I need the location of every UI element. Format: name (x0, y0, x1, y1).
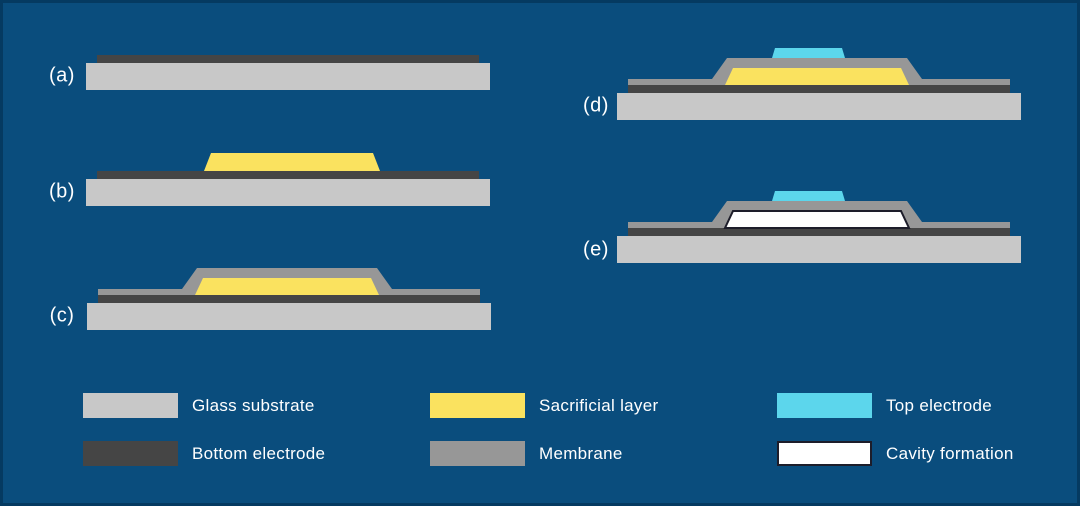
glass-substrate-shape (617, 93, 1021, 120)
legend-label-membrane: Membrane (539, 443, 623, 463)
legend-swatch-glass-substrate (83, 393, 178, 418)
glass-substrate-shape (617, 236, 1021, 263)
bottom-electrode-shape (628, 85, 1010, 93)
sacrificial-layer-shape (204, 153, 380, 171)
step-diagram-c (87, 268, 491, 330)
step-diagram-d (617, 48, 1021, 120)
sacrificial-layer-shape (725, 68, 909, 85)
legend-label-bottom-electrode: Bottom electrode (192, 443, 326, 463)
top-electrode-shape (772, 48, 845, 58)
legend-swatch-cavity-formation (777, 441, 872, 466)
step-diagram-e (617, 191, 1021, 263)
legend-label-cavity-formation: Cavity formation (886, 443, 1014, 463)
step-diagram-b (86, 153, 490, 206)
top-electrode-shape (772, 191, 845, 201)
legend-item-sacrificial-layer: Sacrificial layer (430, 393, 658, 418)
legend-swatch-bottom-electrode (83, 441, 178, 466)
bottom-electrode-shape (628, 228, 1010, 236)
legend-label-sacrificial-layer: Sacrificial layer (539, 395, 659, 415)
legend-item-top-electrode: Top electrode (777, 393, 992, 418)
legend-item-glass-substrate: Glass substrate (83, 393, 315, 418)
legend-swatch-membrane (430, 441, 525, 466)
legend-label-top-electrode: Top electrode (886, 395, 992, 415)
legend-swatch-top-electrode (777, 393, 872, 418)
step-label-a: (a) (49, 64, 75, 87)
glass-substrate-shape (87, 303, 491, 330)
bottom-electrode-shape (98, 295, 480, 303)
legend-swatch-sacrificial-layer (430, 393, 525, 418)
glass-substrate-shape (86, 179, 490, 206)
step-diagram-a (86, 55, 490, 90)
bottom-electrode-shape (97, 55, 479, 63)
step-label-b: (b) (49, 180, 75, 203)
legend-label-glass-substrate: Glass substrate (192, 395, 315, 415)
step-label-e: (e) (583, 238, 609, 261)
legend-item-bottom-electrode: Bottom electrode (83, 441, 325, 466)
step-label-c: (c) (49, 304, 75, 327)
legend-item-membrane: Membrane (430, 441, 623, 466)
step-label-d: (d) (583, 94, 609, 117)
bottom-electrode-shape (97, 171, 479, 179)
glass-substrate-shape (86, 63, 490, 90)
legend-item-cavity-formation: Cavity formation (777, 441, 1014, 466)
cavity-shape (723, 210, 911, 229)
sacrificial-layer-shape (195, 278, 379, 295)
